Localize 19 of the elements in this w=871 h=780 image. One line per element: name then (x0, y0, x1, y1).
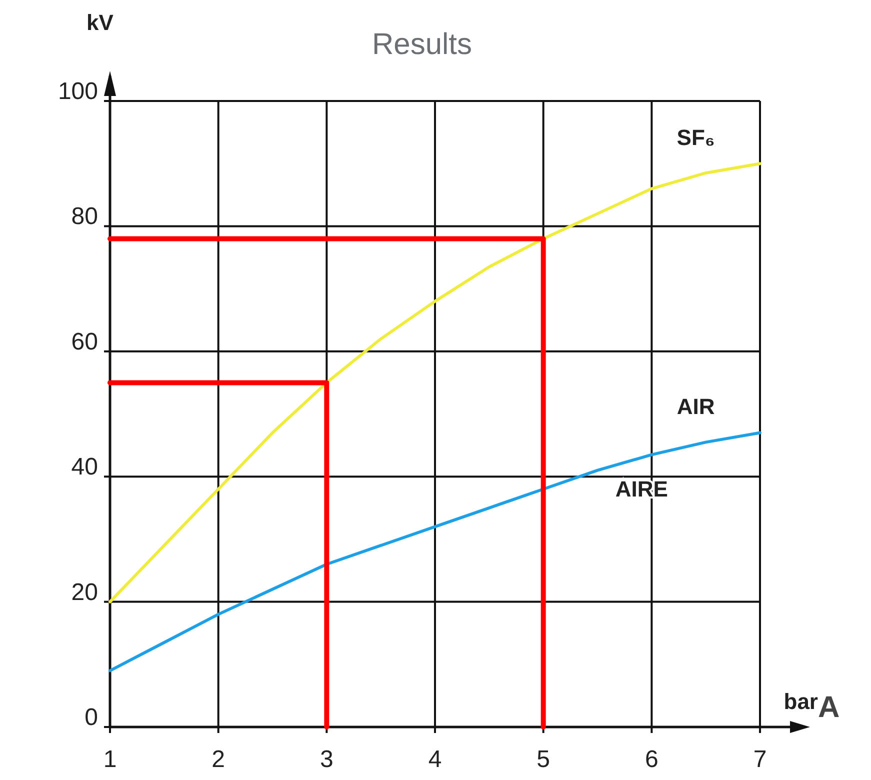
x-tick-label: 3 (320, 746, 334, 773)
y-tick-label: 100 (58, 78, 98, 105)
y-tick-label: 80 (71, 203, 98, 230)
y-tick-label: 20 (71, 578, 98, 606)
y-tick-label: 60 (71, 328, 98, 356)
x-tick-label: 4 (428, 746, 442, 773)
y-tick-label: 40 (71, 454, 98, 481)
x-tick-label: 2 (212, 746, 226, 773)
series-label: SF₆ (676, 124, 715, 150)
y-tick-label: 0 (84, 704, 98, 731)
x-tick-label: 1 (103, 746, 117, 773)
x-axis-title: bar (784, 689, 818, 714)
series-label: AIR (676, 394, 715, 420)
x-tick-label: 6 (644, 746, 658, 773)
chart-title: Results (372, 28, 472, 61)
x-tick-label: 5 (536, 746, 550, 773)
text: A (818, 691, 840, 724)
y-axis-title: kV (86, 10, 114, 35)
x-tick-label: 7 (753, 746, 767, 773)
